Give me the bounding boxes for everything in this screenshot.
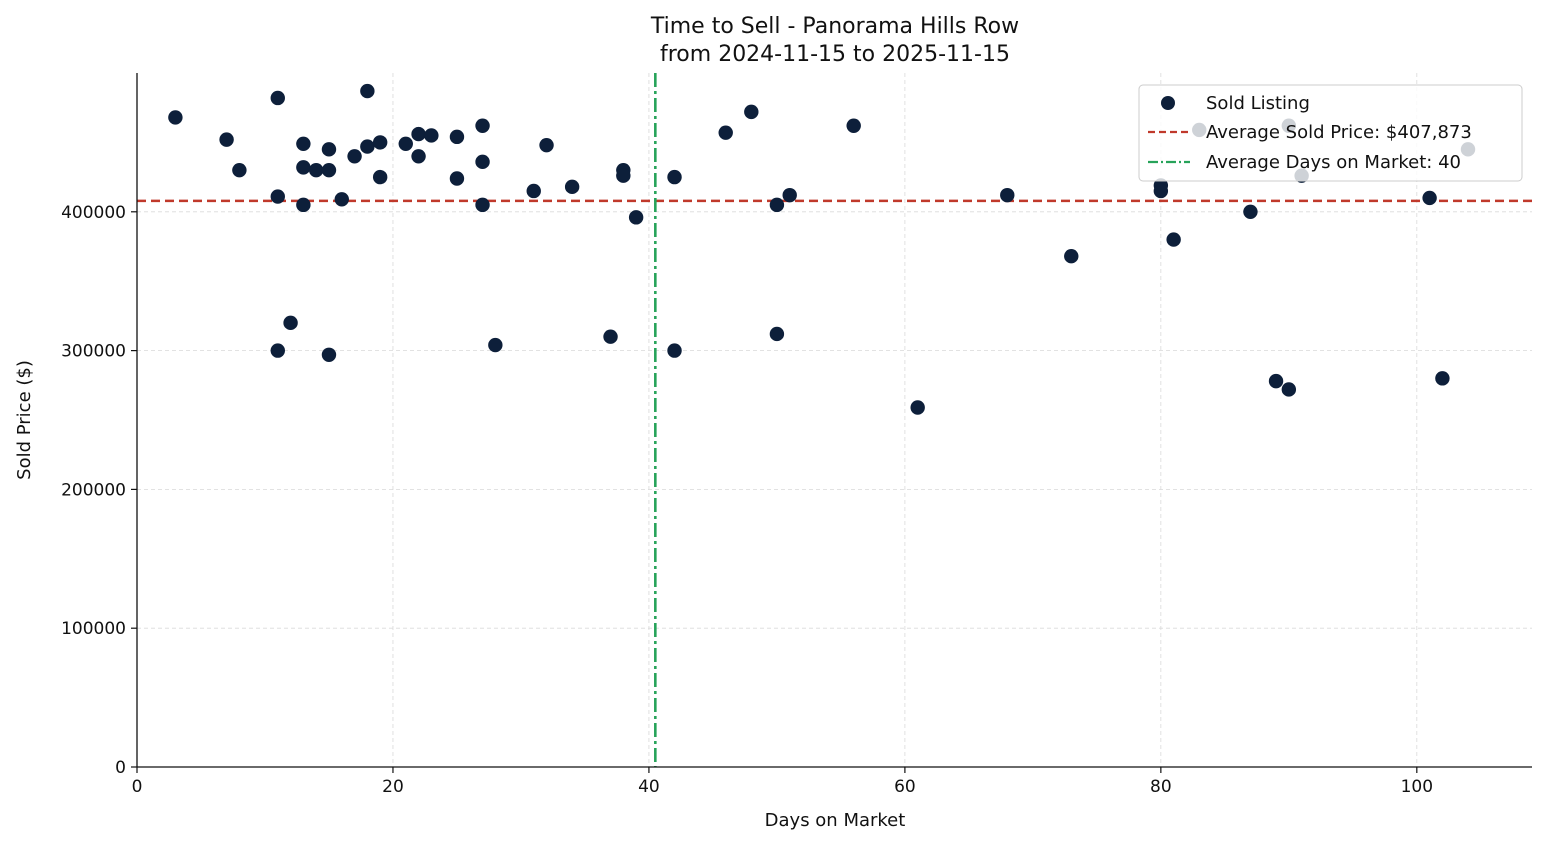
data-point <box>628 210 644 225</box>
data-point <box>449 171 465 186</box>
legend-label-sold-listing: Sold Listing <box>1206 93 1310 114</box>
x-axis-ticks: 0 20 40 60 80 100 <box>132 767 1433 797</box>
data-point <box>372 169 388 185</box>
data-point <box>769 326 785 342</box>
data-point <box>270 90 285 106</box>
data-point <box>475 197 490 213</box>
data-point <box>270 343 285 358</box>
data-point <box>424 128 439 143</box>
data-point <box>539 137 554 153</box>
data-point <box>219 132 234 147</box>
legend-label-avg-days: Average Days on Market: 40 <box>1206 152 1461 173</box>
data-point <box>372 135 388 150</box>
data-point <box>411 126 426 142</box>
data-point <box>1243 204 1258 219</box>
data-point <box>296 136 311 151</box>
data-point <box>667 343 682 358</box>
data-point <box>168 110 183 125</box>
data-point <box>488 337 503 353</box>
data-point <box>334 192 349 207</box>
data-point <box>744 104 759 120</box>
data-point <box>616 168 631 183</box>
x-tick-label: 40 <box>638 777 660 797</box>
data-point <box>296 197 311 213</box>
data-point <box>782 187 797 203</box>
data-point <box>1268 373 1284 389</box>
data-point <box>270 189 285 204</box>
x-tick-label: 100 <box>1401 777 1433 797</box>
data-point <box>1166 232 1181 247</box>
data-point <box>360 83 375 99</box>
legend-marker-sold-listing <box>1161 96 1175 110</box>
data-point <box>769 197 785 213</box>
data-point <box>283 315 298 331</box>
data-point <box>232 162 247 178</box>
x-tick-label: 20 <box>382 777 404 797</box>
data-point <box>1422 190 1437 206</box>
y-axis-label: Sold Price ($) <box>14 360 35 480</box>
legend: Sold Listing Average Sold Price: $407,87… <box>1138 84 1523 182</box>
data-point <box>321 347 337 362</box>
x-tick-label: 60 <box>894 777 916 797</box>
data-point <box>667 169 682 185</box>
data-point <box>1153 183 1169 199</box>
data-point <box>475 118 490 133</box>
data-point <box>296 160 311 175</box>
data-point <box>718 125 733 140</box>
y-tick-label: 400000 <box>61 203 126 223</box>
data-point <box>910 400 925 415</box>
data-point <box>603 329 618 344</box>
data-point <box>449 129 465 145</box>
data-point <box>475 154 490 170</box>
x-tick-label: 80 <box>1150 777 1172 797</box>
y-tick-label: 0 <box>115 758 126 778</box>
chart-title-line-2: from 2024-11-15 to 2025-11-15 <box>660 42 1010 67</box>
data-point <box>411 149 426 164</box>
chart-title-line-1: Time to Sell - Panorama Hills Row <box>650 14 1019 39</box>
y-tick-label: 200000 <box>61 480 126 500</box>
legend-box <box>1138 84 1523 182</box>
data-point <box>398 136 413 151</box>
y-axis-ticks: 0 100000 200000 300000 400000 <box>61 203 137 778</box>
data-point <box>526 183 541 199</box>
legend-label-avg-price: Average Sold Price: $407,873 <box>1206 122 1472 143</box>
data-point <box>308 162 324 178</box>
data-point <box>321 142 337 157</box>
data-point <box>1064 249 1079 264</box>
data-point <box>564 179 580 195</box>
data-point <box>1435 371 1450 386</box>
reference-lines <box>137 73 1532 767</box>
x-axis-label: Days on Market <box>765 810 906 831</box>
x-tick-label: 0 <box>132 777 143 797</box>
data-point <box>347 149 362 164</box>
y-tick-label: 300000 <box>61 342 126 362</box>
y-tick-label: 100000 <box>61 619 126 639</box>
data-point <box>1000 187 1015 203</box>
data-point <box>846 118 861 133</box>
data-point <box>321 162 337 178</box>
data-point <box>360 139 375 154</box>
data-points <box>168 83 1476 415</box>
data-point <box>1281 382 1297 397</box>
